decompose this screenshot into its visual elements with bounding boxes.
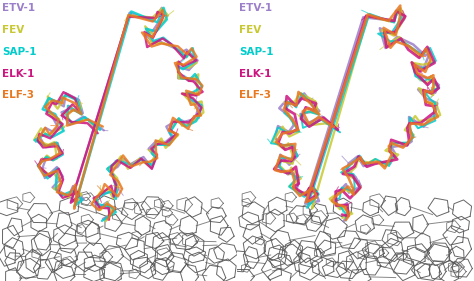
Text: FEV: FEV: [2, 25, 25, 35]
Text: ELF-3: ELF-3: [239, 90, 272, 101]
Text: ELF-3: ELF-3: [2, 90, 35, 101]
Text: FEV: FEV: [239, 25, 262, 35]
Text: ETV-1: ETV-1: [2, 3, 36, 13]
Text: SAP-1: SAP-1: [2, 47, 37, 57]
Text: SAP-1: SAP-1: [239, 47, 274, 57]
Text: ELK-1: ELK-1: [2, 69, 35, 79]
Text: ETV-1: ETV-1: [239, 3, 273, 13]
Text: ELK-1: ELK-1: [239, 69, 272, 79]
